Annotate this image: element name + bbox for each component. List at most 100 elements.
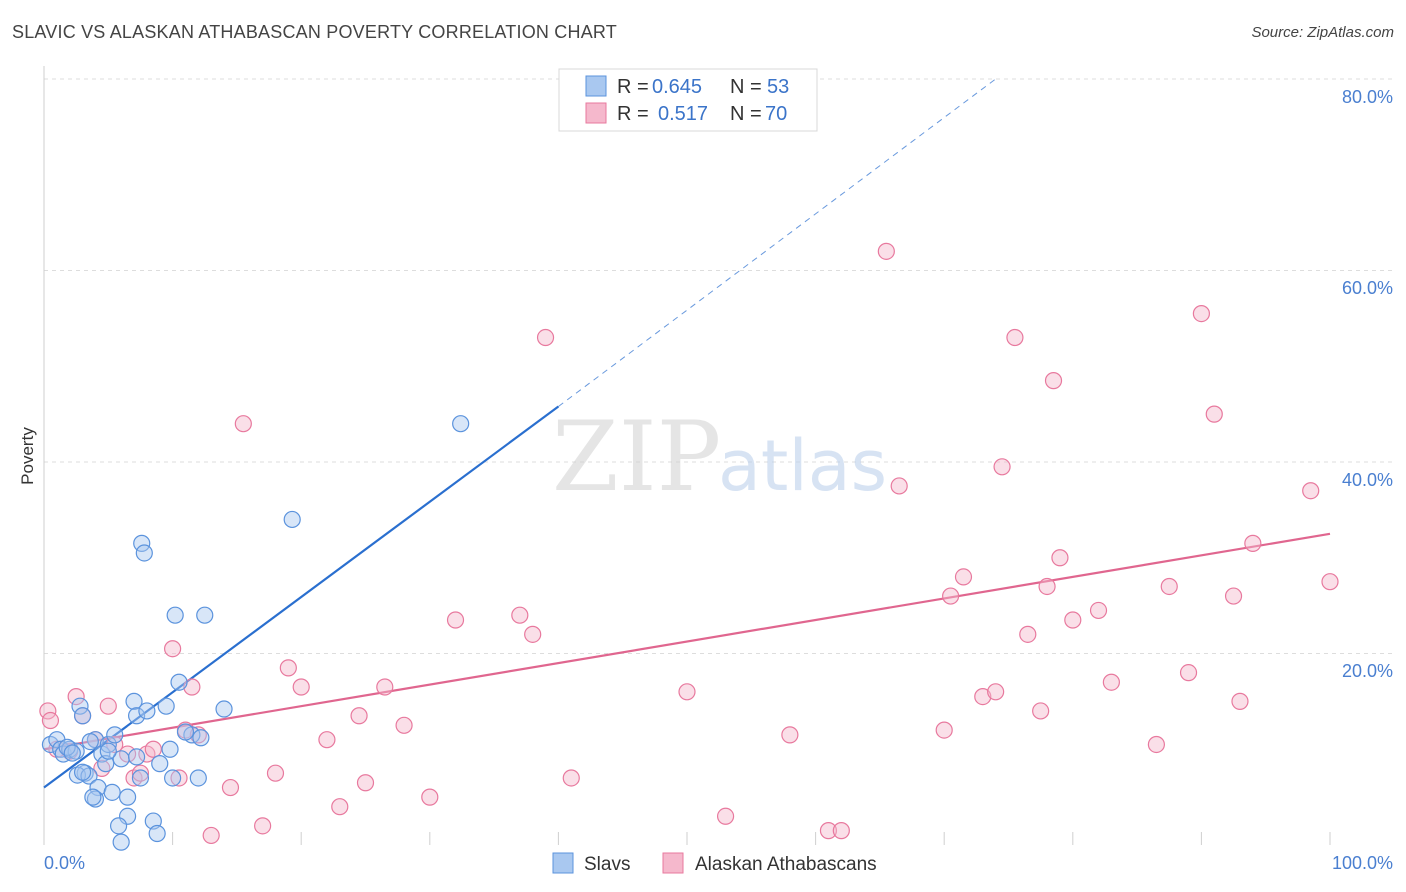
x-tick-label-min: 0.0% (44, 853, 85, 873)
alaskan-athabascans-point-23 (254, 817, 272, 835)
alaskan-athabascans-point-29 (350, 707, 368, 725)
alaskan-athabascans-point-68 (1244, 534, 1262, 552)
alaskan-athabascans-point-53 (1019, 625, 1037, 643)
slavs-point-33 (151, 755, 169, 773)
slavs-point-22 (86, 790, 105, 808)
alaskan-athabascans-point-27 (318, 731, 336, 749)
legend-swatch-slavs (585, 75, 607, 97)
alaskan-athabascans-point-33 (421, 788, 439, 806)
alaskan-athabascans-point-44 (877, 242, 895, 260)
alaskan-athabascans-point-61 (1147, 735, 1165, 754)
slavs-point-46 (452, 415, 470, 433)
alaskan-athabascans-point-51 (993, 458, 1011, 476)
alaskan-athabascans-point-69 (1302, 482, 1320, 500)
slavs-point-23 (118, 788, 137, 806)
alaskan-athabascans-point-41 (781, 726, 799, 744)
slavs-point-43 (196, 606, 214, 624)
alaskan-athabascans-point-40 (716, 807, 735, 825)
y-tick-label-40: 40.0% (1342, 470, 1393, 490)
alaskan-athabascans-point-60 (1102, 673, 1120, 691)
slavs-point-31 (161, 740, 179, 758)
alaskan-athabascans-point-28 (331, 798, 349, 816)
slavs-point-40 (176, 723, 195, 741)
alaskan-athabascans-point-66 (1224, 587, 1243, 605)
alaskan-athabascans-point-12 (131, 764, 150, 782)
alaskan-athabascans-point-0 (39, 702, 57, 720)
alaskan-athabascans-point-37 (536, 328, 555, 347)
alaskan-athabascans-point-8 (99, 697, 117, 715)
points-series-slavs (41, 415, 470, 851)
alaskan-athabascans-point-46 (935, 721, 953, 739)
alaskan-athabascans-point-42 (819, 822, 838, 840)
alaskan-athabascans-point-62 (1160, 577, 1178, 596)
slavs-point-21 (103, 783, 121, 801)
alaskan-athabascans-point-16 (170, 769, 188, 787)
alaskan-athabascans-point-50 (987, 683, 1005, 701)
legend-r-value-alaskan: 0.517 (658, 103, 708, 125)
slavs-point-41 (189, 769, 207, 787)
legend-r-value-slavs: 0.645 (652, 76, 702, 98)
alaskan-athabascans-point-67 (1231, 692, 1249, 710)
alaskan-athabascans-point-49 (974, 687, 992, 706)
alaskan-athabascans-point-34 (446, 611, 465, 629)
slavs-point-48 (112, 833, 130, 851)
trend-line-alaskan-athabascans (43, 532, 1331, 751)
slavs-point-30 (157, 697, 175, 715)
alaskan-athabascans-point-58 (1064, 611, 1082, 629)
slavs-point-9 (73, 707, 92, 725)
legend-r-label-alaskan: R = (617, 103, 649, 125)
slavs-point-42 (166, 606, 184, 624)
legend-n-value-slavs: 53 (767, 76, 789, 98)
alaskan-athabascans-point-48 (954, 568, 973, 586)
slavs-point-44 (215, 700, 233, 718)
slavs-point-50 (99, 742, 117, 760)
slavs-point-47 (148, 824, 166, 843)
watermark-atlas: atlas (718, 425, 887, 507)
legend-swatch-alaskan-athabascans (585, 102, 607, 124)
alaskan-athabascans-point-43 (832, 822, 850, 840)
slavs-point-17 (106, 726, 124, 744)
alaskan-athabascans-point-30 (356, 774, 375, 792)
alaskan-athabascans-point-38 (562, 769, 580, 787)
legend-n-label-slavs: N = (730, 76, 762, 98)
alaskan-athabascans-point-59 (1089, 601, 1108, 620)
alaskan-athabascans-point-26 (292, 678, 310, 696)
trend-line-slavs (43, 405, 560, 789)
alaskan-athabascans-point-39 (678, 683, 696, 701)
alaskan-athabascans-point-36 (524, 625, 542, 643)
alaskan-athabascans-point-55 (1038, 577, 1056, 596)
y-tick-label-80: 80.0% (1342, 87, 1393, 107)
slavs-point-26 (138, 702, 156, 720)
legend-n-value-alaskan: 70 (765, 103, 787, 125)
slavs-point-52 (81, 732, 99, 751)
alaskan-athabascans-point-4 (67, 687, 85, 706)
alaskan-athabascans-point-14 (144, 740, 162, 758)
alaskan-athabascans-point-54 (1032, 702, 1050, 720)
watermark-zip: ZIP (552, 401, 721, 513)
slavs-point-28 (133, 534, 151, 552)
alaskan-athabascans-point-64 (1192, 304, 1211, 323)
alaskan-athabascans-point-52 (1006, 328, 1024, 347)
slavs-point-37 (170, 673, 188, 691)
alaskan-athabascans-point-22 (234, 415, 252, 433)
alaskan-athabascans-point-63 (1179, 664, 1198, 682)
y-tick-label-20: 20.0% (1342, 661, 1393, 681)
legend: R = 0.645 N = 53 R = 0.517 N = 70 (558, 68, 818, 132)
legend-n-label-alaskan: N = (730, 103, 762, 125)
slavs-point-16 (99, 735, 117, 754)
alaskan-athabascans-point-65 (1205, 405, 1223, 423)
alaskan-athabascans-point-19 (189, 726, 207, 744)
bottom-legend-swatch-slavs (552, 852, 574, 874)
alaskan-athabascans-point-57 (1051, 549, 1069, 567)
trend-line-slavs-extension (558, 78, 996, 407)
slavs-point-7 (63, 744, 81, 762)
slavs-point-27 (131, 769, 150, 787)
slavs-point-25 (127, 707, 146, 725)
alaskan-athabascans-point-70 (1321, 573, 1339, 591)
x-tick-label-max: 100.0% (1332, 853, 1393, 873)
bottom-legend: Slavs Alaskan Athabascans (552, 852, 877, 875)
alaskan-athabascans-point-35 (511, 606, 529, 624)
alaskan-athabascans-point-20 (202, 826, 220, 845)
alaskan-athabascans-point-45 (890, 477, 908, 495)
